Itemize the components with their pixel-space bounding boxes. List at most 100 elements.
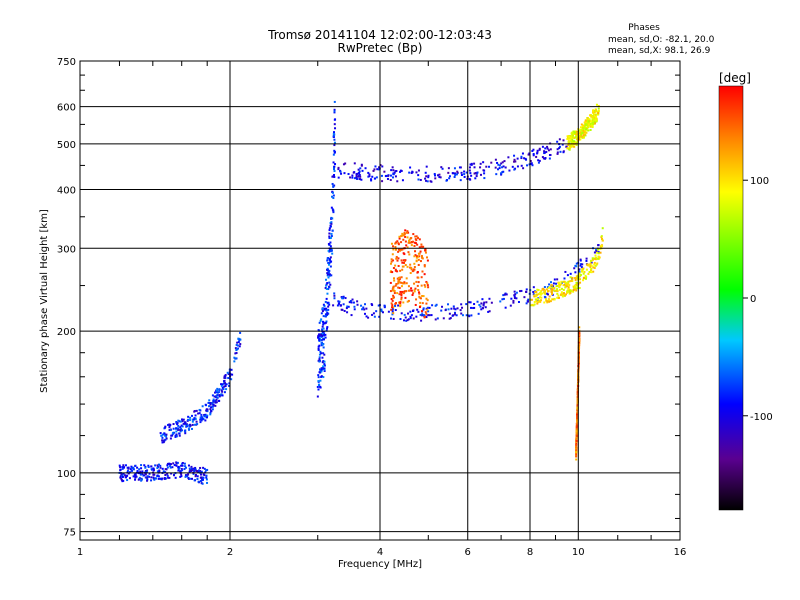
data-point	[152, 467, 155, 470]
data-point	[205, 409, 208, 412]
data-point	[395, 255, 398, 258]
x-tick-label: 16	[674, 547, 687, 558]
data-point	[423, 315, 426, 318]
data-point	[416, 308, 419, 311]
data-point	[572, 285, 575, 288]
data-point	[183, 468, 186, 471]
data-point	[223, 382, 226, 385]
data-point	[125, 476, 128, 479]
data-point	[174, 435, 177, 438]
data-point	[200, 470, 203, 473]
data-point	[397, 264, 400, 267]
data-point	[397, 286, 400, 289]
data-point	[410, 266, 413, 269]
data-point	[555, 282, 558, 285]
data-point	[594, 264, 597, 267]
data-point	[585, 128, 588, 131]
data-point	[230, 378, 233, 381]
data-point	[475, 175, 478, 178]
data-point	[412, 269, 415, 272]
data-point	[181, 461, 184, 464]
data-point	[333, 108, 336, 111]
data-point	[333, 150, 336, 153]
data-point	[541, 156, 544, 159]
data-point	[575, 419, 578, 422]
data-point	[584, 274, 587, 277]
data-point	[205, 474, 208, 477]
data-point	[477, 312, 480, 315]
data-point	[576, 133, 579, 136]
data-point	[575, 289, 578, 292]
data-point	[568, 284, 571, 287]
data-point	[525, 288, 528, 291]
data-point	[479, 305, 482, 308]
data-point	[401, 290, 404, 293]
data-point	[566, 147, 569, 150]
data-point	[175, 462, 178, 465]
data-point	[404, 290, 407, 293]
data-point	[189, 416, 192, 419]
data-point	[381, 165, 384, 168]
data-point	[355, 174, 358, 177]
data-point	[525, 290, 528, 293]
data-point	[121, 480, 124, 483]
data-point	[476, 300, 479, 303]
data-point	[417, 291, 420, 294]
data-point	[389, 290, 392, 293]
data-point	[336, 304, 339, 307]
data-point	[317, 334, 320, 337]
data-point	[570, 290, 573, 293]
data-point	[396, 180, 399, 183]
data-point	[591, 119, 594, 122]
data-point	[530, 162, 533, 165]
data-point	[389, 270, 392, 273]
data-point	[365, 307, 368, 310]
data-point	[424, 171, 427, 174]
data-point	[165, 477, 168, 480]
data-point	[556, 290, 559, 293]
chart-title: Tromsø 20141104 12:02:00-12:03:43	[267, 28, 492, 42]
data-point	[397, 243, 400, 246]
data-point	[191, 420, 194, 423]
data-point	[516, 157, 519, 160]
data-point	[139, 473, 142, 476]
data-point	[545, 298, 548, 301]
data-point	[370, 179, 373, 182]
data-point	[201, 405, 204, 408]
data-point	[160, 478, 163, 481]
data-point	[364, 167, 367, 170]
data-point	[159, 466, 162, 469]
data-point	[162, 470, 165, 473]
data-point	[397, 257, 400, 260]
data-point	[544, 289, 547, 292]
data-point	[417, 169, 420, 172]
data-point	[326, 272, 329, 275]
data-point	[535, 300, 538, 303]
data-point	[597, 107, 600, 110]
data-point	[578, 332, 581, 335]
data-point	[532, 148, 535, 151]
data-point	[325, 309, 328, 312]
data-point	[400, 234, 403, 237]
data-point	[406, 246, 409, 249]
data-point	[473, 172, 476, 175]
data-point	[556, 296, 559, 299]
data-point	[317, 336, 320, 339]
data-point	[594, 257, 597, 260]
data-point	[206, 468, 209, 471]
data-point	[418, 238, 421, 241]
data-point	[427, 310, 430, 313]
data-point	[575, 262, 578, 265]
data-point	[188, 419, 191, 422]
data-point	[585, 268, 588, 271]
x-tick-label: 6	[465, 547, 471, 558]
data-point	[541, 292, 544, 295]
data-point	[209, 413, 212, 416]
data-point	[121, 467, 124, 470]
data-point	[585, 131, 588, 134]
data-point	[367, 316, 370, 319]
data-point	[555, 289, 558, 292]
data-point	[321, 367, 324, 370]
data-point	[528, 152, 531, 155]
data-point	[542, 157, 545, 160]
